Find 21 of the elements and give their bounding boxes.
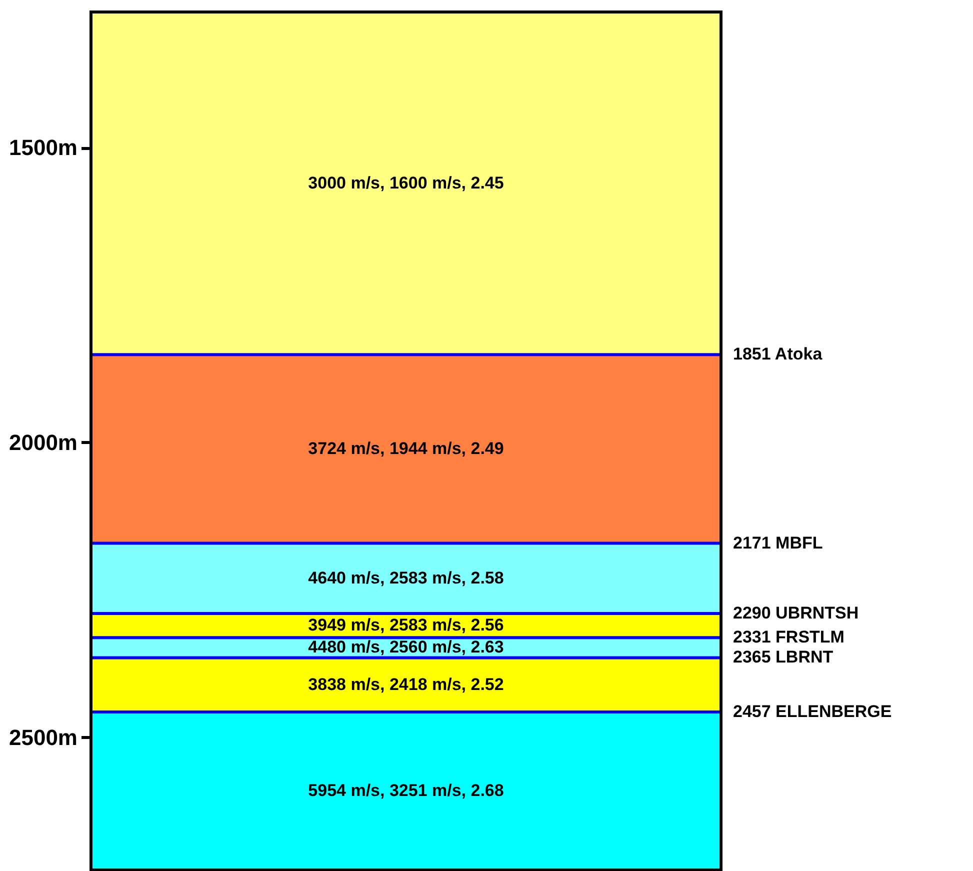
annotation: 4480 m/s, 2560 m/s, 2.63 (308, 638, 504, 657)
ref-line-label: 2365 LBRNT (733, 648, 834, 667)
annotation: 3000 m/s, 1600 m/s, 2.45 (308, 173, 504, 192)
bar (91, 712, 721, 870)
ref-line-label: 2171 MBFL (733, 533, 823, 552)
bar (91, 354, 721, 544)
y-tick-label: 1500m (8, 135, 78, 160)
ref-line-label: 2290 UBRNTSH (733, 603, 859, 622)
annotation: 5954 m/s, 3251 m/s, 2.68 (308, 780, 504, 800)
y-tick-label: 2500m (8, 724, 78, 750)
annotation: 4640 m/s, 2583 m/s, 2.58 (308, 568, 504, 588)
bar (91, 658, 721, 712)
annotation: 3949 m/s, 2583 m/s, 2.56 (308, 616, 504, 635)
annotation: 3838 m/s, 2418 m/s, 2.52 (308, 674, 504, 694)
y-tick-label: 2000m (8, 430, 78, 455)
ref-line-label: 1851 Atoka (733, 344, 823, 364)
ref-line-label: 2457 ELLENBERGE (733, 702, 892, 721)
bar (91, 543, 721, 614)
annotation: 3724 m/s, 1944 m/s, 2.49 (308, 438, 504, 458)
bar (91, 12, 721, 355)
ref-line-label: 2331 FRSTLM (733, 628, 844, 647)
